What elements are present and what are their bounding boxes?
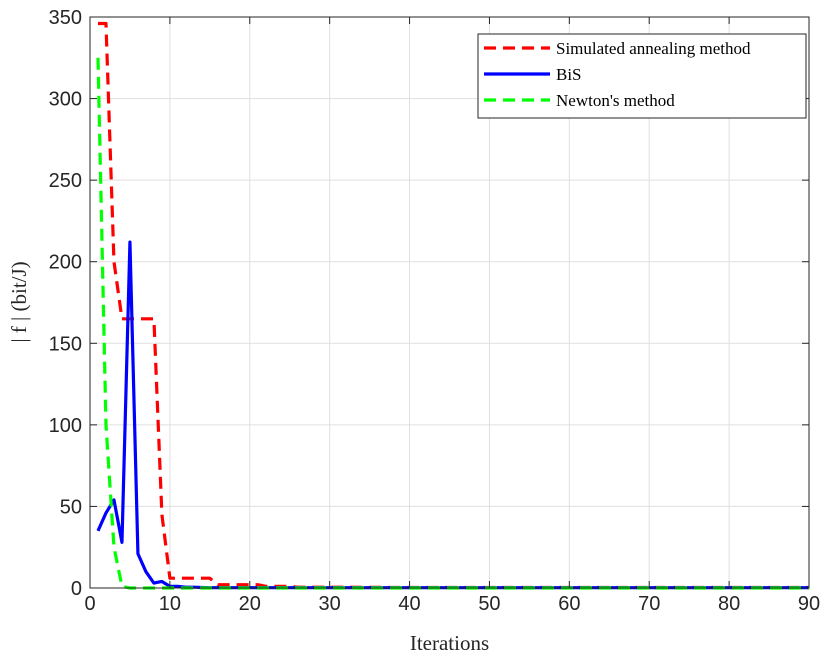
x-tick-label: 80	[718, 593, 740, 615]
x-tick-label: 50	[478, 593, 500, 615]
y-tick-label: 50	[60, 496, 82, 518]
y-tick-label: 0	[71, 578, 82, 600]
x-axis-title: Iterations	[410, 631, 489, 655]
series-line-0	[97, 21, 809, 590]
legend: Simulated annealing method BiS Newton's me…	[477, 33, 807, 119]
legend-label-1: BiS	[556, 65, 582, 84]
y-axis-title: | f | (bit/J)	[7, 261, 31, 342]
y-tick-label: 300	[49, 89, 82, 111]
x-tick-label: 10	[159, 593, 181, 615]
x-tick-label: 90	[798, 593, 820, 615]
y-tick-label: 100	[49, 415, 82, 437]
axis-ticks: 0 10 20 30 40 50 60 70 80 90 0 50 100 150 200 250 300 350	[49, 7, 821, 615]
x-tick-label: 0	[84, 593, 95, 615]
x-tick-label: 40	[398, 593, 420, 615]
legend-label-2: Newton's method	[556, 91, 675, 110]
y-tick-label: 350	[49, 7, 82, 29]
x-tick-label: 20	[239, 593, 261, 615]
y-tick-label: 250	[49, 170, 82, 192]
x-tick-label: 60	[558, 593, 580, 615]
x-tick-label: 30	[319, 593, 341, 615]
y-tick-label: 200	[49, 252, 82, 274]
legend-label-0: Simulated annealing method	[556, 39, 751, 58]
x-tick-label: 70	[638, 593, 660, 615]
plot-frame	[89, 16, 810, 589]
y-tick-label: 150	[49, 333, 82, 355]
